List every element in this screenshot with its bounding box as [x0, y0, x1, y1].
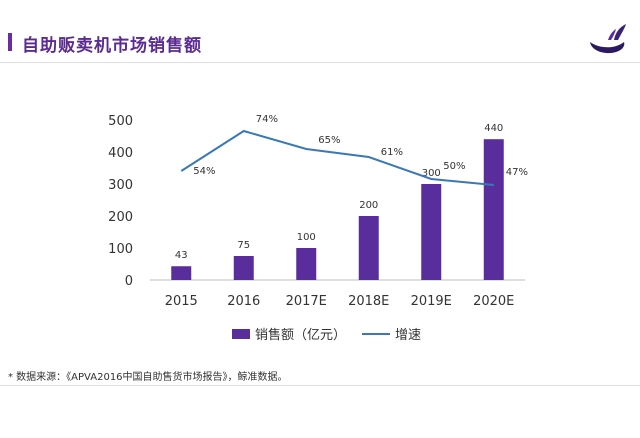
bar — [358, 216, 379, 280]
y-tick-label: 500 — [108, 114, 133, 129]
title-accent-bar — [8, 33, 12, 51]
header-divider — [0, 62, 640, 63]
bar-value-label: 300 — [422, 168, 441, 179]
bar-value-label: 43 — [175, 250, 188, 261]
y-tick-label: 300 — [108, 178, 133, 193]
legend-bar-label: 销售额（亿元） — [255, 327, 346, 343]
y-tick-label: 0 — [125, 274, 133, 289]
y-tick-label: 200 — [108, 210, 133, 225]
x-category-label: 2018E — [348, 294, 389, 309]
bar — [483, 139, 504, 280]
growth-value-label: 54% — [193, 166, 215, 177]
bar — [171, 266, 192, 280]
footnote-divider — [0, 385, 640, 386]
x-category-label: 2019E — [411, 294, 452, 309]
x-axis-categories: 2015 2016 2017E 2018E 2019E 2020E — [165, 294, 515, 309]
bar — [233, 256, 254, 280]
y-tick-label: 100 — [108, 242, 133, 257]
growth-data-labels: 54% 74% 65% 61% 50% 47% — [193, 114, 528, 178]
bar — [421, 184, 442, 280]
x-category-label: 2016 — [227, 294, 260, 309]
legend: 销售额（亿元） 增速 — [232, 327, 421, 343]
legend-line-label: 增速 — [395, 328, 421, 343]
bar-data-labels: 43 75 100 200 300 440 — [175, 123, 503, 261]
whale-logo-icon — [590, 24, 626, 54]
source-footnote: * 数据来源：《APVA2016中国自助售货市场报告》，鲸准数据。 — [8, 372, 288, 383]
growth-value-label: 47% — [506, 167, 528, 178]
x-category-label: 2020E — [473, 294, 514, 309]
x-category-label: 2017E — [286, 294, 327, 309]
bar-value-label: 100 — [297, 232, 316, 243]
y-axis-ticks: 0 100 200 300 400 500 — [108, 114, 133, 289]
growth-value-label: 65% — [318, 135, 340, 146]
x-category-label: 2015 — [165, 294, 198, 309]
bar-value-label: 200 — [359, 200, 378, 211]
growth-value-label: 50% — [443, 161, 465, 172]
growth-value-label: 74% — [256, 114, 278, 125]
bar-value-label: 75 — [237, 240, 250, 251]
bar-value-label: 440 — [484, 123, 503, 134]
y-tick-label: 400 — [108, 146, 133, 161]
page-title: 自助贩卖机市场销售额 — [22, 36, 202, 56]
bar — [296, 248, 317, 280]
growth-line — [180, 129, 494, 186]
legend-bar-swatch — [232, 329, 250, 339]
growth-value-label: 61% — [381, 147, 403, 158]
bar-series — [171, 139, 504, 280]
